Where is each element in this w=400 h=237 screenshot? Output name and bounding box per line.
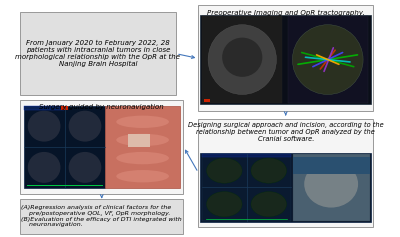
Ellipse shape (292, 25, 363, 95)
FancyBboxPatch shape (200, 153, 371, 222)
Ellipse shape (116, 116, 169, 128)
Ellipse shape (116, 170, 169, 182)
FancyBboxPatch shape (200, 15, 371, 104)
Text: Designing surgical approach and incision, according to the
relationship between : Designing surgical approach and incision… (188, 122, 384, 142)
FancyBboxPatch shape (202, 154, 291, 221)
FancyBboxPatch shape (293, 157, 370, 174)
Ellipse shape (28, 152, 60, 183)
FancyBboxPatch shape (128, 134, 150, 147)
Text: Preoperative Imaging and OpR tractography.: Preoperative Imaging and OpR tractograph… (207, 10, 364, 16)
Ellipse shape (251, 191, 286, 217)
Ellipse shape (222, 38, 262, 77)
Ellipse shape (251, 158, 286, 183)
FancyBboxPatch shape (202, 16, 282, 103)
FancyBboxPatch shape (198, 118, 373, 227)
Ellipse shape (208, 25, 276, 95)
Ellipse shape (69, 152, 101, 183)
FancyBboxPatch shape (288, 16, 368, 103)
Text: (A)Regression analysis of clinical factors for the
    pre/postoperative QOL, VF: (A)Regression analysis of clinical facto… (21, 205, 182, 228)
FancyBboxPatch shape (105, 105, 180, 188)
FancyBboxPatch shape (293, 154, 370, 221)
FancyBboxPatch shape (20, 13, 176, 95)
Ellipse shape (116, 134, 169, 146)
Text: From January 2020 to February 2022, 28
patients with intracranial tumors in clos: From January 2020 to February 2022, 28 p… (16, 40, 180, 68)
Ellipse shape (304, 160, 358, 208)
FancyBboxPatch shape (20, 100, 184, 194)
FancyBboxPatch shape (202, 154, 291, 157)
FancyBboxPatch shape (20, 199, 184, 234)
FancyBboxPatch shape (24, 106, 64, 110)
Ellipse shape (206, 158, 242, 183)
FancyBboxPatch shape (198, 5, 373, 111)
Text: Surgery guided by neuronavigation: Surgery guided by neuronavigation (39, 104, 164, 110)
Ellipse shape (69, 111, 101, 142)
Ellipse shape (116, 152, 169, 164)
FancyBboxPatch shape (204, 99, 210, 102)
Ellipse shape (28, 111, 60, 142)
FancyBboxPatch shape (61, 106, 68, 110)
Ellipse shape (206, 191, 242, 217)
FancyBboxPatch shape (24, 105, 106, 188)
